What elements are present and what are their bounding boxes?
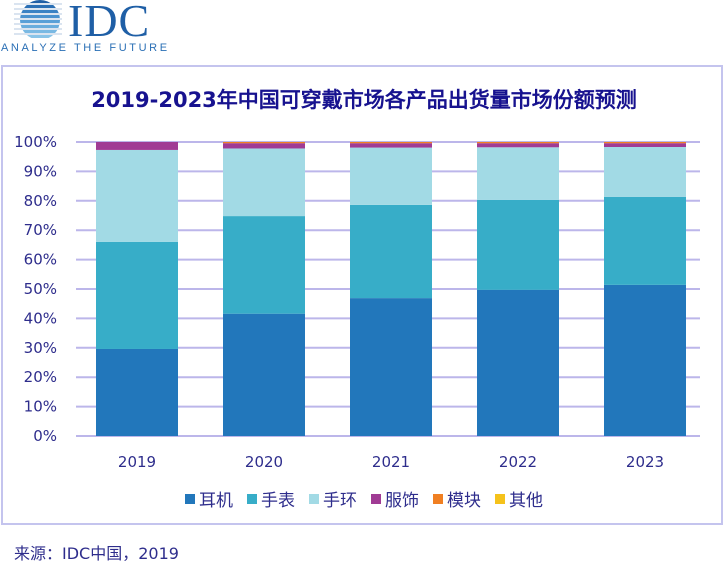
bar-segment-2019-1 (96, 241, 178, 349)
legend-item: 耳机 (185, 486, 233, 511)
legend-item: 其他 (495, 486, 543, 511)
bar-segment-2021-0 (350, 298, 432, 436)
y-tick-label: 10% (24, 398, 57, 416)
legend-swatch (371, 493, 381, 504)
y-tick-label: 80% (24, 192, 57, 210)
bar-stack-2021 (350, 142, 432, 436)
x-axis-ticks: 2019 2020 2021 2022 2023 (118, 453, 664, 471)
x-tick-label: 2020 (245, 453, 283, 471)
x-tick-label: 2021 (372, 453, 410, 471)
bar-segment-2020-2 (223, 148, 305, 217)
bar-segment-2020-4 (223, 142, 305, 144)
legend-label: 手环 (323, 491, 357, 511)
legend-label: 耳机 (199, 491, 233, 511)
bar-segment-2020-0 (223, 313, 305, 436)
bar-segment-2023-3 (604, 143, 686, 147)
bar-segment-2022-2 (477, 147, 559, 200)
bar-segment-2019-2 (96, 149, 178, 242)
legend-swatch (433, 493, 443, 504)
bar-segment-2021-4 (350, 142, 432, 144)
legend-label: 服饰 (385, 491, 419, 511)
bar-segment-2022-1 (477, 199, 559, 290)
bar-segment-2020-3 (223, 143, 305, 149)
legend-item: 手环 (309, 486, 357, 511)
legend-label: 手表 (261, 491, 295, 511)
legend-label: 模块 (447, 491, 481, 511)
y-tick-label: 70% (24, 221, 57, 239)
bar-segment-2020-1 (223, 216, 305, 314)
legend: 耳机 手表 手环 服饰 模块 其他 (0, 486, 728, 511)
legend-label: 其他 (509, 491, 543, 511)
legend-swatch (495, 493, 505, 504)
bar-segment-2019-0 (96, 348, 178, 436)
bar-segment-2023-2 (604, 146, 686, 197)
idc-globe-icon (14, 0, 62, 38)
legend-item: 手表 (247, 486, 295, 511)
bar-stack-2023 (604, 142, 686, 436)
bar-segment-2021-1 (350, 204, 432, 299)
logo-wordmark: IDC (68, 0, 151, 46)
logo-tagline: ANALYZE THE FUTURE (1, 42, 170, 54)
bar-segment-2023-0 (604, 284, 686, 436)
idc-logo: IDC ANALYZE THE FUTURE (0, 0, 200, 58)
bar-segment-2019-3 (96, 142, 178, 150)
y-tick-label: 0% (33, 427, 57, 445)
bar-segment-2022-4 (477, 142, 559, 144)
chart-frame (1, 65, 723, 525)
bar-stack-2019 (96, 142, 178, 436)
legend-swatch (309, 493, 319, 504)
bar-stack-2022 (477, 142, 559, 436)
y-tick-label: 100% (14, 133, 57, 151)
x-tick-label: 2019 (118, 453, 156, 471)
y-tick-label: 50% (24, 280, 57, 298)
bar-segment-2021-3 (350, 143, 432, 148)
bar-stack-2020 (223, 142, 305, 436)
bar-segment-2023-1 (604, 196, 686, 285)
source-note: 来源：IDC中国，2019 (14, 544, 179, 563)
bars (96, 142, 686, 436)
legend-item: 服饰 (371, 486, 419, 511)
bar-segment-2022-3 (477, 143, 559, 148)
y-tick-label: 90% (24, 162, 57, 180)
y-tick-label: 30% (24, 339, 57, 357)
bar-segment-2022-0 (477, 289, 559, 436)
x-tick-label: 2023 (626, 453, 664, 471)
y-tick-label: 60% (24, 251, 57, 269)
y-tick-label: 40% (24, 309, 57, 327)
legend-swatch (185, 493, 195, 504)
legend-swatch (247, 493, 257, 504)
legend-item: 模块 (433, 486, 481, 511)
bar-segment-2021-2 (350, 147, 432, 205)
x-tick-label: 2022 (499, 453, 537, 471)
y-axis-ticks: 0% 10% 20% 30% 40% 50% 60% 70% 80% 90% 100% (14, 133, 57, 445)
y-tick-label: 20% (24, 368, 57, 386)
chart-title: 2019-2023年中国可穿戴市场各产品出货量市场份额预测 (91, 88, 637, 112)
bar-segment-2023-4 (604, 142, 686, 144)
